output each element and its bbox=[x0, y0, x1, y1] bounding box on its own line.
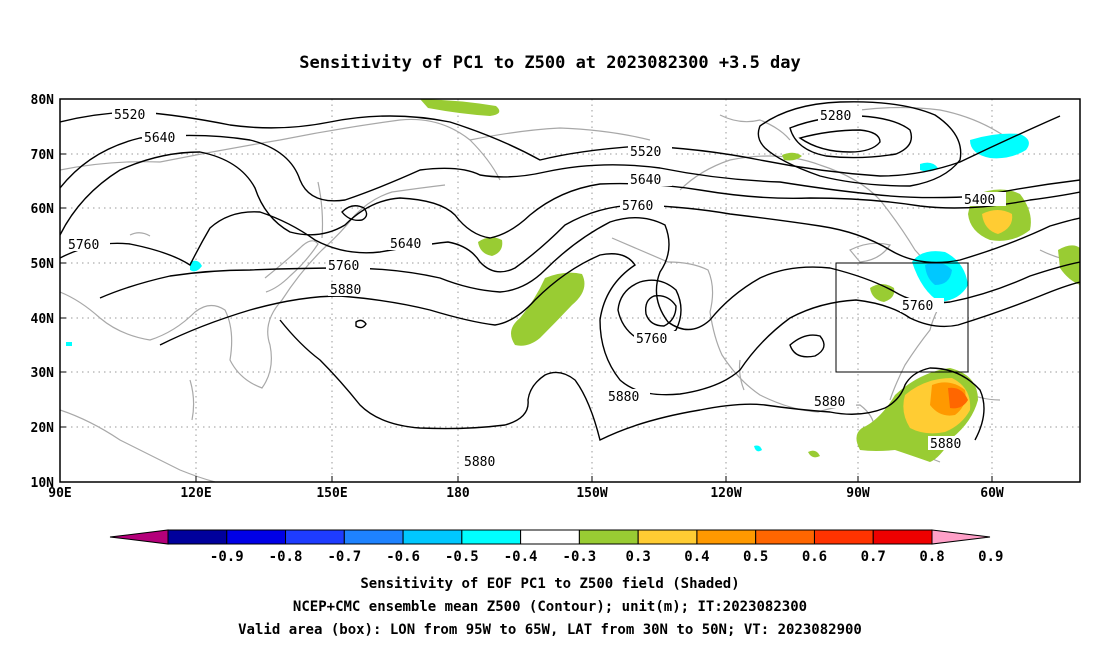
caption-valid-area: Valid area (box): LON from 95W to 65W, L… bbox=[238, 622, 862, 638]
colorbar-end-triangle bbox=[931, 529, 991, 545]
colorbar: -0.9 -0.8 -0.7 -0.6 -0.5 -0.4 -0.3 0.3 0.4 0.5 0.6… bbox=[109, 529, 1003, 565]
colorbar-label: -0.4 bbox=[504, 549, 538, 565]
colorbar-label: 0.3 bbox=[626, 549, 651, 565]
lon-tick-label: 120E bbox=[180, 486, 211, 501]
contour-label: 5880 bbox=[814, 395, 845, 410]
lon-tick-label: 90E bbox=[48, 486, 71, 501]
colorbar-label: -0.9 bbox=[210, 549, 244, 565]
contour-label: 5760 bbox=[68, 238, 99, 253]
lon-axis: 90E 120E 150E 180 150W 120W 90W 60W bbox=[48, 476, 1004, 501]
colorbar-box bbox=[755, 529, 815, 545]
lon-tick-label: 90W bbox=[846, 486, 870, 501]
colorbar-end-triangle bbox=[109, 529, 169, 545]
colorbar-box bbox=[343, 529, 404, 545]
contour-label: 5760 bbox=[328, 259, 359, 274]
lat-tick-label: 30N bbox=[31, 366, 55, 381]
contour-label: 5880 bbox=[608, 390, 639, 405]
map-frame bbox=[59, 98, 1081, 483]
lat-axis: 80N 70N 60N 50N 40N 30N 20N 10N bbox=[31, 93, 66, 491]
z500-contours bbox=[60, 101, 1080, 442]
caption-shading: Sensitivity of EOF PC1 to Z500 field (Sh… bbox=[360, 576, 739, 592]
colorbar-box bbox=[637, 529, 698, 545]
map-area: 5520 5640 5760 5640 5760 5880 5520 5640 … bbox=[60, 99, 1080, 482]
colorbar-label: 0.4 bbox=[684, 549, 709, 565]
colorbar-label: -0.7 bbox=[327, 549, 361, 565]
colorbar-label: -0.5 bbox=[445, 549, 479, 565]
lon-tick-label: 180 bbox=[446, 486, 470, 501]
lat-tick-label: 50N bbox=[31, 257, 55, 272]
lat-tick-label: 60N bbox=[31, 202, 55, 217]
lon-tick-label: 60W bbox=[980, 486, 1004, 501]
colorbar-box bbox=[461, 529, 522, 545]
figure-title: Sensitivity of PC1 to Z500 at 2023082300… bbox=[299, 53, 801, 73]
contour-label: 5880 bbox=[930, 437, 961, 452]
valid-area-box bbox=[835, 262, 969, 373]
contour-label: 5280 bbox=[820, 109, 851, 124]
colorbar-label: 0.7 bbox=[861, 549, 886, 565]
contour-label: 5760 bbox=[902, 299, 933, 314]
lat-tick-label: 80N bbox=[31, 93, 55, 108]
contour-label: 5760 bbox=[636, 332, 667, 347]
lon-tick-label: 150W bbox=[576, 486, 607, 501]
lon-tick-label: 120W bbox=[710, 486, 741, 501]
colorbar-box bbox=[285, 529, 345, 545]
contour-label: 5880 bbox=[330, 283, 361, 298]
negative-sensitivity-shading bbox=[66, 133, 1029, 452]
caption-contour: NCEP+CMC ensemble mean Z500 (Contour); u… bbox=[293, 599, 807, 615]
lon-tick-label: 150E bbox=[316, 486, 347, 501]
colorbar-label: 0.6 bbox=[802, 549, 827, 565]
lat-tick-label: 20N bbox=[31, 421, 55, 436]
colorbar-label: 0.9 bbox=[978, 549, 1003, 565]
colorbar-label: 0.8 bbox=[919, 549, 944, 565]
contour-label: 5640 bbox=[390, 237, 421, 252]
contour-label: 5520 bbox=[630, 145, 661, 160]
lat-tick-label: 70N bbox=[31, 148, 55, 163]
colorbar-box bbox=[578, 529, 639, 545]
contour-label: 5760 bbox=[622, 199, 653, 214]
contour-label: 5640 bbox=[144, 131, 175, 146]
colorbar-label: -0.6 bbox=[386, 549, 420, 565]
colorbar-label: -0.3 bbox=[563, 549, 597, 565]
contour-label: 5520 bbox=[114, 108, 145, 123]
colorbar-label: -0.8 bbox=[269, 549, 303, 565]
colorbar-box bbox=[872, 529, 933, 545]
colorbar-box bbox=[696, 529, 757, 545]
colorbar-box bbox=[520, 529, 580, 545]
contour-label: 5400 bbox=[964, 193, 995, 208]
colorbar-box bbox=[167, 529, 228, 545]
colorbar-box bbox=[226, 529, 287, 545]
colorbar-box bbox=[402, 529, 463, 545]
colorbar-box bbox=[813, 529, 874, 545]
lat-tick-label: 40N bbox=[31, 312, 55, 327]
colorbar-label: 0.5 bbox=[743, 549, 768, 565]
lat-lon-grid bbox=[60, 99, 1080, 482]
lat-tick-label: 10N bbox=[31, 476, 55, 491]
contour-labels: 5520 5640 5760 5640 5760 5880 5520 5640 … bbox=[66, 107, 1006, 470]
contour-label: 5640 bbox=[630, 173, 661, 188]
contour-label: 5880 bbox=[464, 455, 495, 470]
